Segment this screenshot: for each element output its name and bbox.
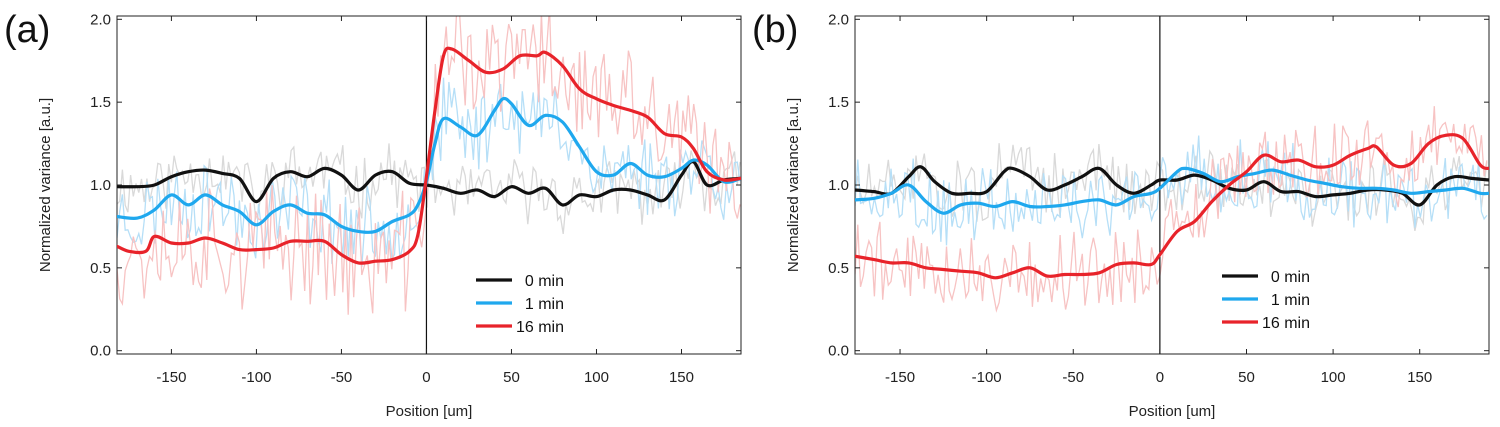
y-axis-title: Normalized variance [a.u.] xyxy=(37,98,54,272)
series-line-1-min xyxy=(855,166,1489,215)
legend-label: 1 min xyxy=(1271,292,1310,309)
x-tick-label: 50 xyxy=(1238,369,1255,386)
x-axis-title: Position [um] xyxy=(1129,403,1216,420)
y-tick-label: 1.0 xyxy=(828,177,849,194)
raw-traces xyxy=(855,106,1488,313)
legend-label: 16 min xyxy=(516,319,564,336)
series-line-16-min xyxy=(855,133,1489,280)
smoothed-traces xyxy=(855,133,1489,280)
panel-label: (b) xyxy=(752,9,798,51)
raw-trace-16-min xyxy=(855,106,1488,313)
raw-trace-0-min xyxy=(855,143,1488,232)
x-tick-label: -50 xyxy=(1062,369,1084,386)
x-tick-label: 0 xyxy=(422,369,430,386)
legend: 0 min 1 min 16 min xyxy=(476,273,564,336)
x-tick-label: -100 xyxy=(241,369,271,386)
x-tick-label: 0 xyxy=(1156,369,1164,386)
series-line-0-min xyxy=(117,160,741,207)
y-tick-label: 0.5 xyxy=(90,260,111,277)
legend: 0 min 1 min 16 min xyxy=(1222,269,1310,332)
panel-b: -150 -100 -50 0 50 100 150 0.0 0.5 1.0 1.5 2.0 Posit… xyxy=(752,9,1490,420)
y-tick-label: 0.0 xyxy=(828,343,849,360)
y-tick-label: 2.0 xyxy=(828,11,849,28)
legend-label: 1 min xyxy=(525,296,564,313)
x-tick-label: -150 xyxy=(885,369,915,386)
y-tick-label: 2.0 xyxy=(90,11,111,28)
x-tick-label: 100 xyxy=(584,369,609,386)
y-tick-label: 0.0 xyxy=(90,343,111,360)
x-tick-label: 150 xyxy=(1407,369,1432,386)
x-tick-label: -150 xyxy=(156,369,186,386)
x-tick-label: 150 xyxy=(669,369,694,386)
legend-label: 16 min xyxy=(1262,315,1310,332)
series-line-16-min xyxy=(117,46,741,265)
y-axis-title: Normalized variance [a.u.] xyxy=(785,98,802,272)
legend-label: 0 min xyxy=(525,273,564,290)
smoothed-traces xyxy=(117,46,741,265)
x-axis-title: Position [um] xyxy=(386,403,473,420)
series-line-1-min xyxy=(117,96,741,234)
x-tick-label: -100 xyxy=(972,369,1002,386)
legend-label: 0 min xyxy=(1271,269,1310,286)
panel-a: -150 -100 -50 0 50 100 150 0.0 0.5 1.0 1.5 2.0 Posit… xyxy=(4,9,742,420)
x-tick-label: 100 xyxy=(1321,369,1346,386)
panel-label: (a) xyxy=(4,9,50,51)
y-tick-label: 1.5 xyxy=(90,94,111,111)
y-tick-label: 1.0 xyxy=(90,177,111,194)
y-tick-label: 1.5 xyxy=(828,94,849,111)
y-tick-label: 0.5 xyxy=(828,260,849,277)
x-tick-label: 50 xyxy=(503,369,520,386)
x-tick-label: -50 xyxy=(331,369,353,386)
